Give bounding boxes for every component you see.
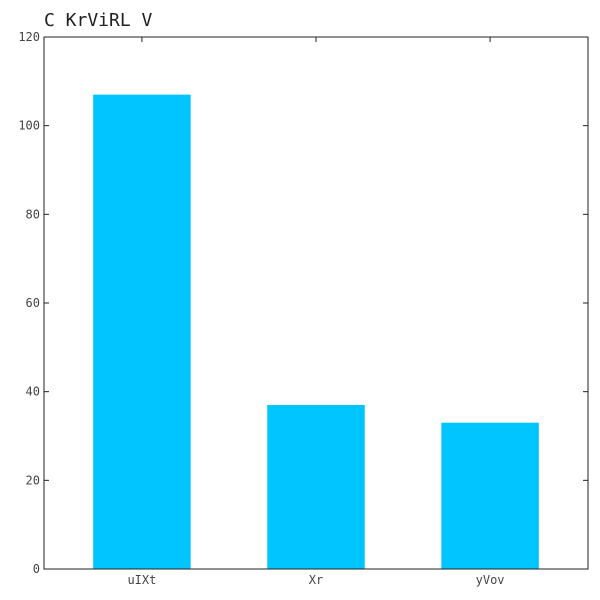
y-tick-label-120: 120 — [18, 30, 40, 44]
bar-Xr — [267, 405, 364, 569]
x-tick-label-yVov: yVov — [476, 573, 505, 587]
y-tick-label-100: 100 — [18, 119, 40, 133]
x-tick-label-uIXt: uIXt — [127, 573, 156, 587]
y-tick-label-20: 20 — [26, 473, 40, 487]
y-tick-label-80: 80 — [26, 207, 40, 221]
bar-yVov — [441, 423, 538, 569]
chart-title: C KrViRL V — [44, 10, 153, 31]
y-tick-label-60: 60 — [26, 296, 40, 310]
bar-uIXt — [93, 95, 190, 569]
y-tick-label-0: 0 — [33, 562, 40, 576]
x-tick-label-Xr: Xr — [309, 573, 323, 587]
bar-layer — [93, 95, 539, 569]
y-tick-label-40: 40 — [26, 385, 40, 399]
